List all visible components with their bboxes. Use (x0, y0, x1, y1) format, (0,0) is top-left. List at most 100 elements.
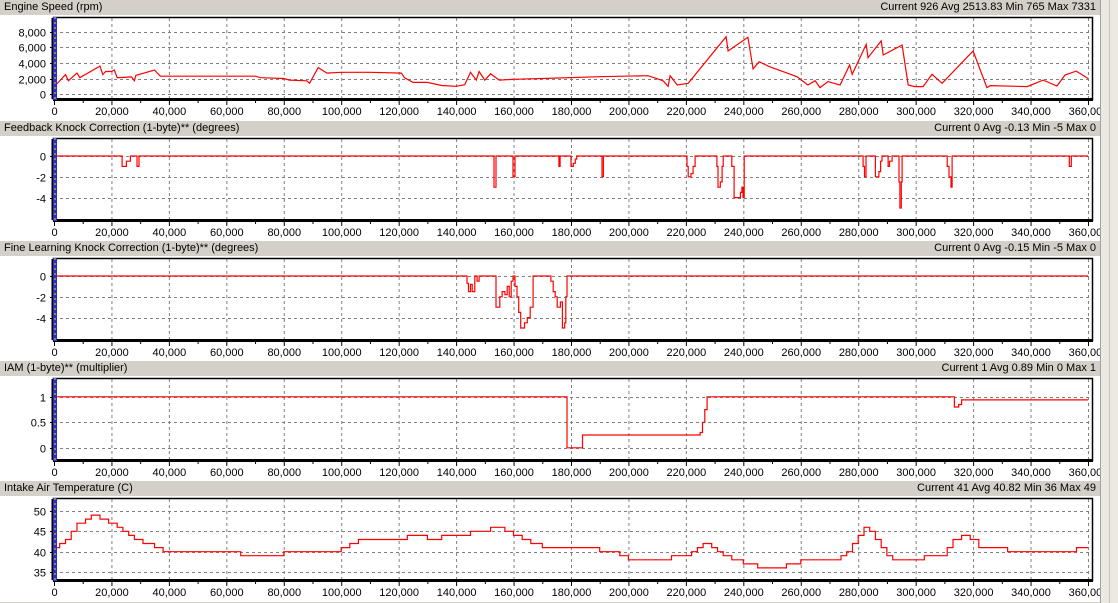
chart-header: IAM (1-byte)** (multiplier) Current 1 Avg… (0, 361, 1100, 377)
plot-frame (52, 137, 1094, 222)
x-tick-label: 240,000 (724, 347, 764, 359)
series-line (53, 35, 1089, 89)
x-tick-label: 280,000 (839, 467, 879, 479)
chart-header: Feedback Knock Correction (1-byte)** (de… (0, 121, 1100, 137)
x-tick-label: 80,000 (267, 227, 301, 239)
x-tick-label: 220,000 (666, 467, 706, 479)
series-line (54, 396, 1088, 449)
chart-panel: 0 20,000 40,000 60,000 80,000 100,000 120,000 1… (0, 121, 1100, 242)
x-tick-label: 220,000 (666, 106, 706, 118)
x-tick-label: 60,000 (210, 587, 244, 599)
chart-panel: 0 20,000 40,000 60,000 80,000 100,000 120,000 1… (0, 481, 1100, 602)
x-tick-label: 60,000 (210, 227, 244, 239)
x-tick-label: 280,000 (839, 587, 879, 599)
x-tick-label: 160,000 (494, 467, 534, 479)
x-tick-label: 40,000 (153, 467, 187, 479)
x-tick-label: 260,000 (781, 587, 821, 599)
x-tick-label: 20,000 (95, 587, 129, 599)
x-tick-label: 220,000 (666, 347, 706, 359)
vertical-scrollbar[interactable] (1100, 0, 1118, 603)
x-tick-label: 340,000 (1011, 106, 1051, 118)
y-tick-label: -4 (36, 194, 46, 206)
x-tick-label: 300,000 (896, 347, 936, 359)
x-tick-label: 260,000 (781, 106, 821, 118)
x-tick-label: 120,000 (379, 106, 419, 118)
y-tick-label: -2 (36, 293, 46, 305)
series-line (54, 514, 1088, 569)
chart-svg[interactable]: 0 20,000 40,000 60,000 80,000 100,000 120,000 1… (0, 0, 1100, 121)
scrollbar-track[interactable] (1109, 0, 1110, 603)
x-tick-label: 120,000 (379, 467, 419, 479)
x-tick-label: 240,000 (724, 467, 764, 479)
x-tick-label: 360,000 (1069, 106, 1100, 118)
chart-header: Fine Learning Knock Correction (1-byte)*… (0, 241, 1100, 257)
x-tick-label: 220,000 (666, 227, 706, 239)
x-tick-label: 140,000 (437, 467, 477, 479)
x-tick-label: 360,000 (1069, 227, 1100, 239)
x-tick-label: 300,000 (896, 227, 936, 239)
chart-title: Fine Learning Knock Correction (1-byte)*… (4, 242, 259, 254)
y-tick-label: 0 (40, 152, 46, 164)
x-tick-label: 20,000 (95, 347, 129, 359)
y-tick-label: 1 (40, 393, 46, 405)
x-tick-label: 200,000 (609, 106, 649, 118)
y-tick-label: 0.5 (31, 418, 46, 430)
x-tick-label: 100,000 (322, 467, 362, 479)
x-tick-label: 160,000 (494, 587, 534, 599)
chart-panel: 0 20,000 40,000 60,000 80,000 100,000 120,000 1… (0, 241, 1100, 362)
chart-svg[interactable]: 0 20,000 40,000 60,000 80,000 100,000 120,000 1… (0, 121, 1100, 242)
y-tick-label: 0 (40, 90, 46, 102)
y-tick-label: 45 (34, 527, 46, 539)
x-tick-label: 200,000 (609, 467, 649, 479)
x-tick-label: 40,000 (153, 106, 187, 118)
y-tick-label: 0 (40, 444, 46, 456)
x-tick-label: 240,000 (724, 587, 764, 599)
x-tick-label: 160,000 (494, 106, 534, 118)
chart-svg[interactable]: 0 20,000 40,000 60,000 80,000 100,000 120,000 1… (0, 361, 1100, 482)
x-tick-label: 340,000 (1011, 467, 1051, 479)
x-tick-label: 0 (51, 227, 57, 239)
x-tick-label: 40,000 (153, 347, 187, 359)
x-tick-label: 360,000 (1069, 587, 1100, 599)
x-tick-label: 220,000 (666, 587, 706, 599)
chart-svg[interactable]: 0 20,000 40,000 60,000 80,000 100,000 120,000 1… (0, 241, 1100, 362)
x-tick-label: 360,000 (1069, 467, 1100, 479)
x-tick-label: 100,000 (322, 106, 362, 118)
x-tick-label: 200,000 (609, 347, 649, 359)
chart-header: Engine Speed (rpm) Current 926 Avg 2513.8… (0, 0, 1100, 16)
x-tick-label: 120,000 (379, 227, 419, 239)
x-tick-label: 100,000 (322, 227, 362, 239)
x-tick-label: 160,000 (494, 347, 534, 359)
x-tick-label: 260,000 (781, 467, 821, 479)
series-line (54, 155, 1088, 209)
chart-panel: 0 20,000 40,000 60,000 80,000 100,000 120,000 1… (0, 0, 1100, 121)
x-tick-label: 20,000 (95, 106, 129, 118)
x-tick-label: 20,000 (95, 227, 129, 239)
x-tick-label: 0 (51, 467, 57, 479)
plot-frame (52, 257, 1094, 342)
x-tick-label: 300,000 (896, 467, 936, 479)
x-tick-label: 240,000 (724, 227, 764, 239)
x-tick-label: 80,000 (267, 467, 301, 479)
y-tick-label: 6,000 (18, 43, 46, 55)
plot-frame (52, 497, 1094, 582)
x-tick-label: 280,000 (839, 347, 879, 359)
plot-frame (52, 16, 1094, 101)
x-tick-label: 320,000 (954, 587, 994, 599)
x-tick-label: 60,000 (210, 106, 244, 118)
x-tick-label: 140,000 (437, 106, 477, 118)
y-tick-label: 50 (34, 507, 46, 519)
chart-stats: Current 926 Avg 2513.83 Min 765 Max 7331 (880, 1, 1096, 13)
x-tick-label: 320,000 (954, 347, 994, 359)
x-tick-label: 340,000 (1011, 587, 1051, 599)
x-tick-label: 200,000 (609, 227, 649, 239)
chart-svg[interactable]: 0 20,000 40,000 60,000 80,000 100,000 120,000 1… (0, 481, 1100, 602)
x-tick-label: 360,000 (1069, 347, 1100, 359)
x-tick-label: 320,000 (954, 106, 994, 118)
y-tick-label: 8,000 (18, 28, 46, 40)
chart-title: IAM (1-byte)** (multiplier) (4, 362, 128, 374)
x-tick-label: 280,000 (839, 227, 879, 239)
x-tick-label: 320,000 (954, 227, 994, 239)
x-tick-label: 60,000 (210, 347, 244, 359)
x-tick-label: 100,000 (322, 347, 362, 359)
